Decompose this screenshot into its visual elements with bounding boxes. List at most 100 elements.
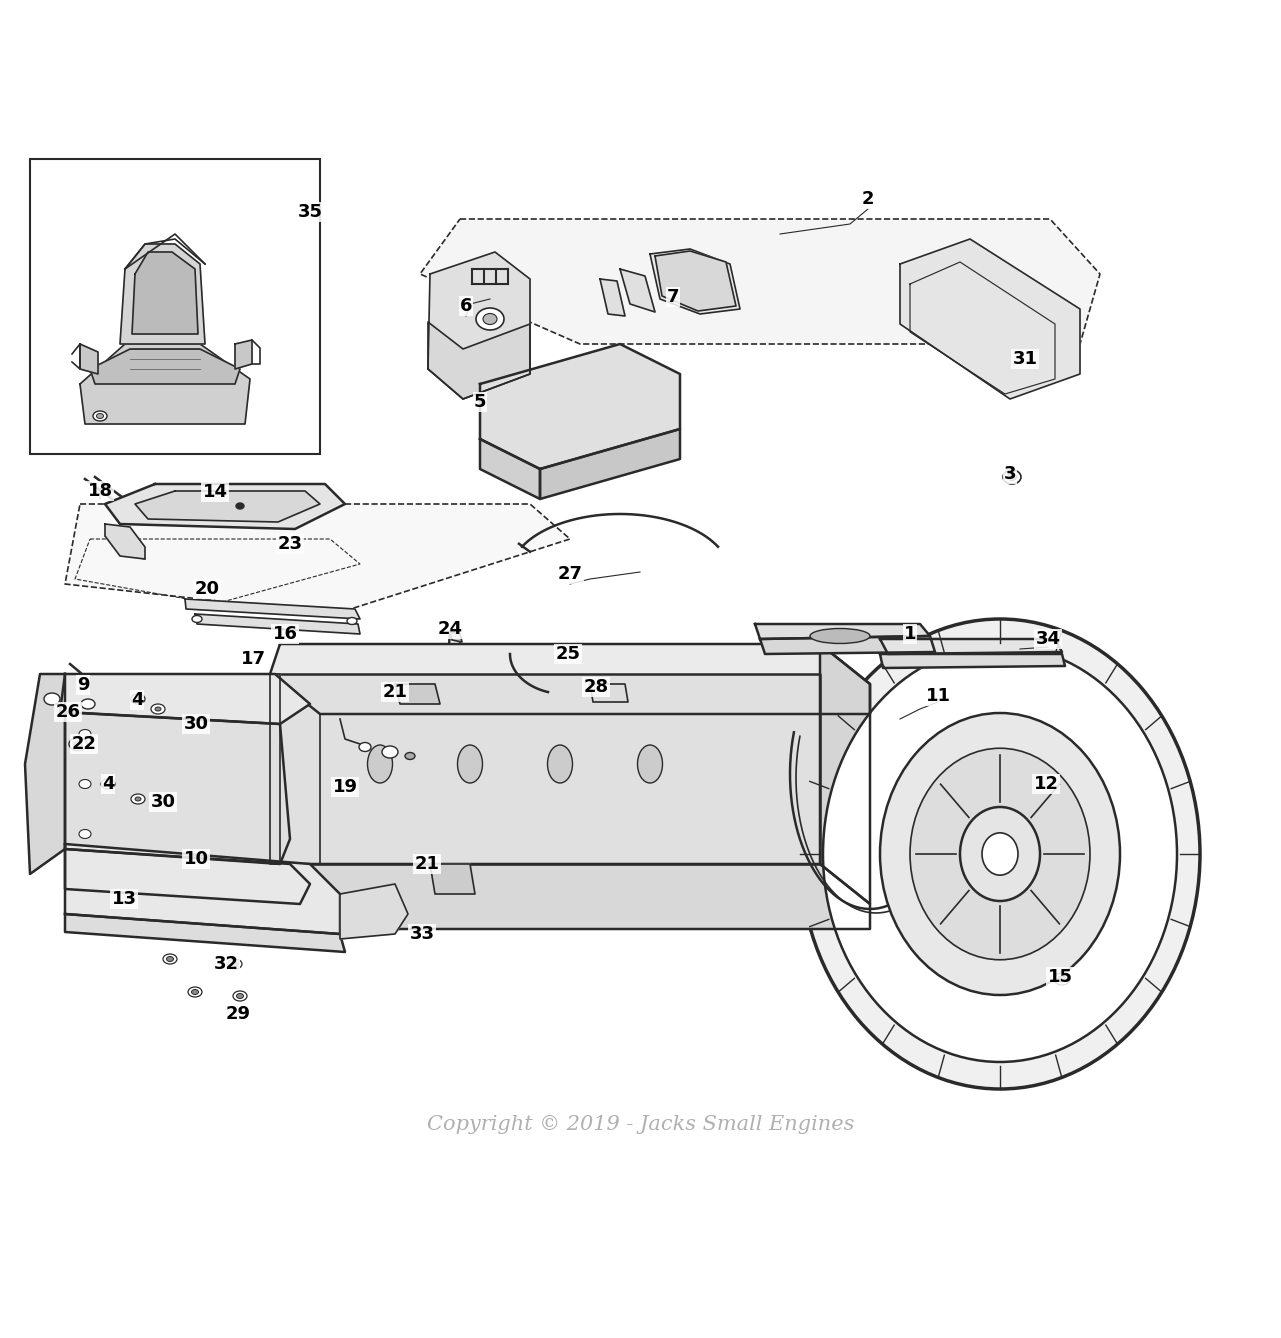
Text: 19: 19 bbox=[333, 777, 357, 796]
Text: 7: 7 bbox=[666, 288, 679, 306]
Ellipse shape bbox=[347, 618, 357, 625]
Polygon shape bbox=[428, 322, 530, 399]
Text: 18: 18 bbox=[87, 482, 113, 500]
Ellipse shape bbox=[457, 745, 483, 783]
Text: 30: 30 bbox=[183, 714, 209, 733]
Polygon shape bbox=[270, 674, 820, 864]
Text: 29: 29 bbox=[225, 1005, 251, 1024]
Text: 13: 13 bbox=[111, 890, 137, 909]
Polygon shape bbox=[65, 504, 570, 614]
Text: 16: 16 bbox=[273, 625, 297, 644]
Ellipse shape bbox=[638, 745, 662, 783]
Ellipse shape bbox=[151, 704, 165, 714]
Text: 5: 5 bbox=[474, 393, 487, 411]
Ellipse shape bbox=[801, 619, 1200, 1089]
Polygon shape bbox=[480, 439, 541, 499]
Ellipse shape bbox=[1007, 474, 1017, 480]
Text: 12: 12 bbox=[1034, 775, 1058, 793]
Text: 21: 21 bbox=[415, 855, 439, 872]
Ellipse shape bbox=[191, 990, 199, 994]
Ellipse shape bbox=[101, 779, 115, 789]
Text: 28: 28 bbox=[583, 678, 608, 696]
Polygon shape bbox=[65, 914, 345, 953]
Polygon shape bbox=[65, 850, 310, 904]
Ellipse shape bbox=[483, 313, 497, 325]
Text: 2: 2 bbox=[862, 190, 874, 207]
Ellipse shape bbox=[131, 694, 145, 704]
Ellipse shape bbox=[135, 697, 141, 701]
Polygon shape bbox=[195, 614, 360, 634]
Text: 31: 31 bbox=[1012, 351, 1038, 368]
Text: 33: 33 bbox=[410, 925, 434, 943]
Polygon shape bbox=[480, 344, 680, 470]
Polygon shape bbox=[880, 654, 1065, 668]
Ellipse shape bbox=[232, 962, 238, 966]
Ellipse shape bbox=[359, 743, 371, 752]
Ellipse shape bbox=[79, 780, 91, 788]
Polygon shape bbox=[649, 249, 740, 314]
Ellipse shape bbox=[192, 615, 202, 622]
Polygon shape bbox=[655, 252, 737, 310]
Polygon shape bbox=[760, 636, 935, 654]
Polygon shape bbox=[65, 712, 290, 864]
Text: 10: 10 bbox=[183, 850, 209, 868]
Polygon shape bbox=[620, 269, 655, 312]
Text: 21: 21 bbox=[383, 682, 407, 701]
Text: 6: 6 bbox=[460, 297, 473, 314]
Polygon shape bbox=[428, 252, 530, 399]
Ellipse shape bbox=[880, 713, 1120, 995]
Polygon shape bbox=[135, 491, 320, 522]
Ellipse shape bbox=[188, 987, 202, 997]
Ellipse shape bbox=[382, 747, 398, 759]
Ellipse shape bbox=[79, 830, 91, 839]
Ellipse shape bbox=[959, 807, 1040, 900]
Polygon shape bbox=[420, 219, 1100, 344]
Polygon shape bbox=[79, 344, 99, 375]
Polygon shape bbox=[395, 684, 439, 704]
Ellipse shape bbox=[983, 832, 1018, 875]
Polygon shape bbox=[65, 844, 339, 934]
Ellipse shape bbox=[368, 745, 392, 783]
Polygon shape bbox=[541, 429, 680, 499]
Polygon shape bbox=[26, 674, 65, 874]
Ellipse shape bbox=[1003, 470, 1021, 484]
Polygon shape bbox=[339, 884, 409, 939]
Ellipse shape bbox=[79, 729, 91, 739]
Ellipse shape bbox=[74, 741, 82, 747]
Text: 35: 35 bbox=[297, 203, 323, 221]
Text: 1: 1 bbox=[904, 625, 916, 644]
Text: 4: 4 bbox=[131, 690, 143, 709]
Ellipse shape bbox=[233, 991, 247, 1001]
Polygon shape bbox=[430, 864, 475, 894]
Polygon shape bbox=[90, 349, 240, 384]
Text: 4: 4 bbox=[101, 775, 114, 793]
Polygon shape bbox=[755, 624, 930, 640]
Ellipse shape bbox=[167, 957, 173, 962]
Text: 17: 17 bbox=[241, 650, 265, 668]
Polygon shape bbox=[132, 252, 199, 334]
Polygon shape bbox=[60, 674, 310, 724]
Text: 11: 11 bbox=[925, 686, 951, 705]
Ellipse shape bbox=[131, 793, 145, 804]
Ellipse shape bbox=[155, 706, 161, 710]
Text: 34: 34 bbox=[1035, 630, 1061, 648]
Ellipse shape bbox=[1058, 975, 1066, 982]
Polygon shape bbox=[270, 674, 281, 864]
Polygon shape bbox=[234, 340, 252, 369]
Polygon shape bbox=[184, 599, 360, 619]
Polygon shape bbox=[901, 240, 1080, 399]
Text: 27: 27 bbox=[557, 565, 583, 583]
Ellipse shape bbox=[236, 503, 243, 508]
Text: 9: 9 bbox=[77, 676, 90, 694]
Ellipse shape bbox=[547, 745, 573, 783]
Polygon shape bbox=[105, 524, 145, 559]
Polygon shape bbox=[270, 644, 870, 714]
Polygon shape bbox=[120, 244, 205, 344]
Text: 30: 30 bbox=[150, 793, 175, 811]
Ellipse shape bbox=[910, 748, 1090, 959]
Polygon shape bbox=[270, 864, 870, 929]
Text: 15: 15 bbox=[1048, 967, 1072, 986]
Polygon shape bbox=[820, 644, 870, 904]
Ellipse shape bbox=[822, 646, 1177, 1062]
Ellipse shape bbox=[135, 797, 141, 801]
